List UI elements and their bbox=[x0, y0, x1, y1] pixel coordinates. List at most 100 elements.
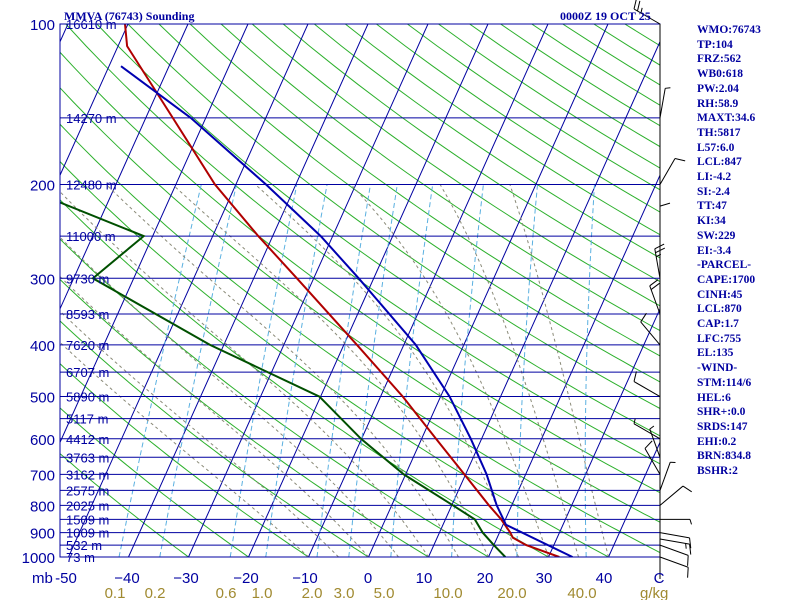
index-item: CINH:45 bbox=[697, 288, 743, 301]
dry-adiabat-line bbox=[60, 278, 429, 557]
wind-barb-staff bbox=[659, 158, 676, 185]
wind-barb-staff bbox=[640, 321, 661, 346]
index-item: BRN:834.8 bbox=[697, 450, 751, 463]
chart-title: MMVA (76743) Sounding bbox=[64, 9, 195, 23]
mixing-ratio-lines bbox=[118, 184, 595, 557]
temperature-tick-label: -50 bbox=[55, 570, 77, 587]
mixing-ratio-label: 40.0 bbox=[567, 585, 596, 600]
isotherm-line bbox=[68, 24, 309, 557]
temperature-tick-label: −20 bbox=[233, 570, 258, 587]
pressure-tick-label: 900 bbox=[30, 526, 55, 543]
dry-adiabat-line bbox=[60, 51, 660, 494]
index-item: WB0:618 bbox=[697, 68, 743, 81]
index-item: SW:229 bbox=[697, 229, 736, 242]
isotherm-line bbox=[608, 441, 660, 557]
temperature-profile bbox=[124, 24, 560, 557]
temperature-axis-labels: -50 −40 −30 −20 −10 0 10 20 30 40 C bbox=[55, 570, 664, 587]
isotherm-line bbox=[60, 24, 129, 177]
pressure-tick-label: 200 bbox=[30, 177, 55, 194]
moist-adiabat-line bbox=[105, 184, 459, 557]
index-item: WMO:76743 bbox=[697, 24, 761, 36]
wind-barb-staff bbox=[659, 538, 690, 545]
dry-adiabats bbox=[60, 24, 660, 557]
index-item: KI:34 bbox=[697, 215, 726, 228]
wind-barb-staff bbox=[659, 532, 690, 539]
mixing-ratio-label: 3.0 bbox=[334, 585, 355, 600]
wind-barb-flag bbox=[685, 543, 687, 549]
pressure-tick-label: 500 bbox=[30, 390, 55, 407]
temperature-tick-label: 30 bbox=[536, 570, 553, 587]
height-label: 16610 m bbox=[66, 17, 117, 32]
wind-barb-staff bbox=[649, 285, 661, 315]
mixing-ratio-line bbox=[159, 184, 237, 557]
dry-adiabat-line bbox=[65, 24, 660, 465]
mixing-ratio-label: 5.0 bbox=[374, 585, 395, 600]
temperature-tick-label: −10 bbox=[292, 570, 317, 587]
wind-barb-flag bbox=[633, 0, 637, 10]
index-item: EI:-3.4 bbox=[697, 244, 732, 257]
mixing-ratio-line bbox=[316, 184, 371, 557]
height-label: 7620 m bbox=[66, 338, 109, 353]
index-item: TP:104 bbox=[697, 38, 733, 51]
temperature-tick-label: 20 bbox=[477, 570, 494, 587]
moist-adiabat-line bbox=[172, 184, 489, 557]
wind-barb-staff bbox=[633, 381, 661, 397]
index-item: CAP:1.7 bbox=[697, 318, 739, 331]
wind-barb-staff bbox=[659, 485, 684, 506]
wind-barb-flag bbox=[674, 157, 686, 162]
wind-barb-staff bbox=[659, 544, 689, 556]
dry-adiabat-line bbox=[96, 24, 660, 437]
mixing-ratio-line bbox=[390, 184, 434, 557]
isotherms bbox=[60, 24, 660, 557]
height-label: 532 m bbox=[66, 538, 102, 553]
index-item: SI:-2.4 bbox=[697, 185, 730, 198]
wind-barb-staff bbox=[659, 556, 689, 568]
wind-barb-flag bbox=[649, 425, 655, 430]
wind-barb-flag bbox=[636, 0, 641, 12]
height-label: 1509 m bbox=[66, 512, 109, 527]
mixing-ratio-line bbox=[265, 184, 328, 557]
height-label: 14270 m bbox=[66, 111, 117, 126]
index-item: TH:5817 bbox=[697, 126, 741, 139]
temperature-tick-label: −30 bbox=[173, 570, 198, 587]
sounding-profiles bbox=[60, 24, 573, 557]
index-item: MAXT:34.6 bbox=[697, 112, 756, 125]
mixing-ratio-line bbox=[229, 184, 298, 557]
dewpoint-profile bbox=[60, 201, 507, 557]
index-item: LCL:847 bbox=[697, 156, 742, 169]
chart-timestamp: 0000Z 19 OCT 25 bbox=[560, 9, 651, 23]
mixing-ratio-labels: 0.1 0.2 0.6 1.0 2.0 3.0 5.0 10.0 20.0 40.0 g/kg bbox=[105, 585, 669, 600]
index-item: TT:47 bbox=[697, 200, 727, 213]
wind-barb-staff bbox=[633, 423, 661, 440]
isobars bbox=[60, 24, 660, 557]
isotherm-line bbox=[548, 307, 660, 557]
wind-barb-flag bbox=[665, 87, 671, 89]
wind-barb-flag bbox=[655, 247, 666, 254]
height-label: 5117 m bbox=[66, 412, 108, 427]
wind-barb-flag bbox=[640, 312, 647, 323]
height-label: 11000 m bbox=[66, 229, 116, 244]
height-label: 8593 m bbox=[66, 307, 109, 322]
isotherm-line bbox=[368, 24, 609, 557]
index-item: LFC:755 bbox=[697, 332, 742, 345]
wind-barb bbox=[649, 279, 661, 315]
height-label: 5890 m bbox=[66, 390, 109, 405]
mixing-ratio-label: 20.0 bbox=[497, 585, 526, 600]
mixing-ratio-line bbox=[584, 184, 595, 557]
pressure-axis-labels: 100 200 300 400 500 600 700 800 900 1000 mb bbox=[22, 17, 55, 587]
mixing-ratio-line bbox=[516, 184, 538, 557]
height-label: 6707 m bbox=[66, 365, 109, 380]
index-item: FRZ:562 bbox=[697, 53, 742, 66]
mixing-ratio-unit-label: g/kg bbox=[640, 585, 668, 600]
index-item: EL:135 bbox=[697, 347, 734, 360]
wind-barb bbox=[659, 202, 671, 237]
wind-barb-staff bbox=[633, 8, 661, 25]
index-item: PW:2.04 bbox=[697, 82, 739, 95]
temperature-tick-label: 10 bbox=[416, 570, 433, 587]
height-label: 4412 m bbox=[66, 432, 109, 447]
dry-adiabat-line bbox=[562, 24, 660, 86]
wind-barb bbox=[640, 312, 661, 346]
pressure-tick-label: 1000 bbox=[22, 550, 55, 567]
moist-adiabat-line bbox=[509, 184, 609, 557]
